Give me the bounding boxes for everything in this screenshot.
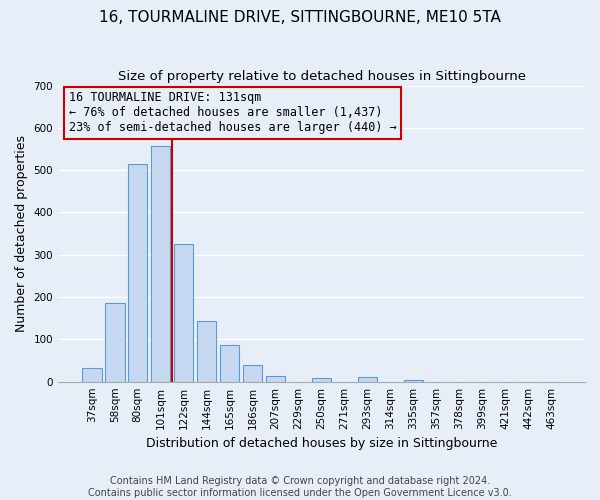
Bar — [404, 380, 423, 382]
Bar — [197, 321, 217, 382]
Text: Contains HM Land Registry data © Crown copyright and database right 2024.
Contai: Contains HM Land Registry data © Crown c… — [88, 476, 512, 498]
Text: 16 TOURMALINE DRIVE: 131sqm
← 76% of detached houses are smaller (1,437)
23% of : 16 TOURMALINE DRIVE: 131sqm ← 76% of det… — [68, 92, 397, 134]
Bar — [312, 378, 331, 382]
Bar — [105, 303, 125, 382]
Text: 16, TOURMALINE DRIVE, SITTINGBOURNE, ME10 5TA: 16, TOURMALINE DRIVE, SITTINGBOURNE, ME1… — [99, 10, 501, 25]
Bar — [358, 378, 377, 382]
X-axis label: Distribution of detached houses by size in Sittingbourne: Distribution of detached houses by size … — [146, 437, 497, 450]
Bar — [220, 346, 239, 382]
Bar — [151, 146, 170, 382]
Bar — [243, 365, 262, 382]
Bar — [174, 244, 193, 382]
Bar — [82, 368, 101, 382]
Y-axis label: Number of detached properties: Number of detached properties — [15, 135, 28, 332]
Bar — [266, 376, 286, 382]
Bar — [128, 164, 148, 382]
Title: Size of property relative to detached houses in Sittingbourne: Size of property relative to detached ho… — [118, 70, 526, 83]
